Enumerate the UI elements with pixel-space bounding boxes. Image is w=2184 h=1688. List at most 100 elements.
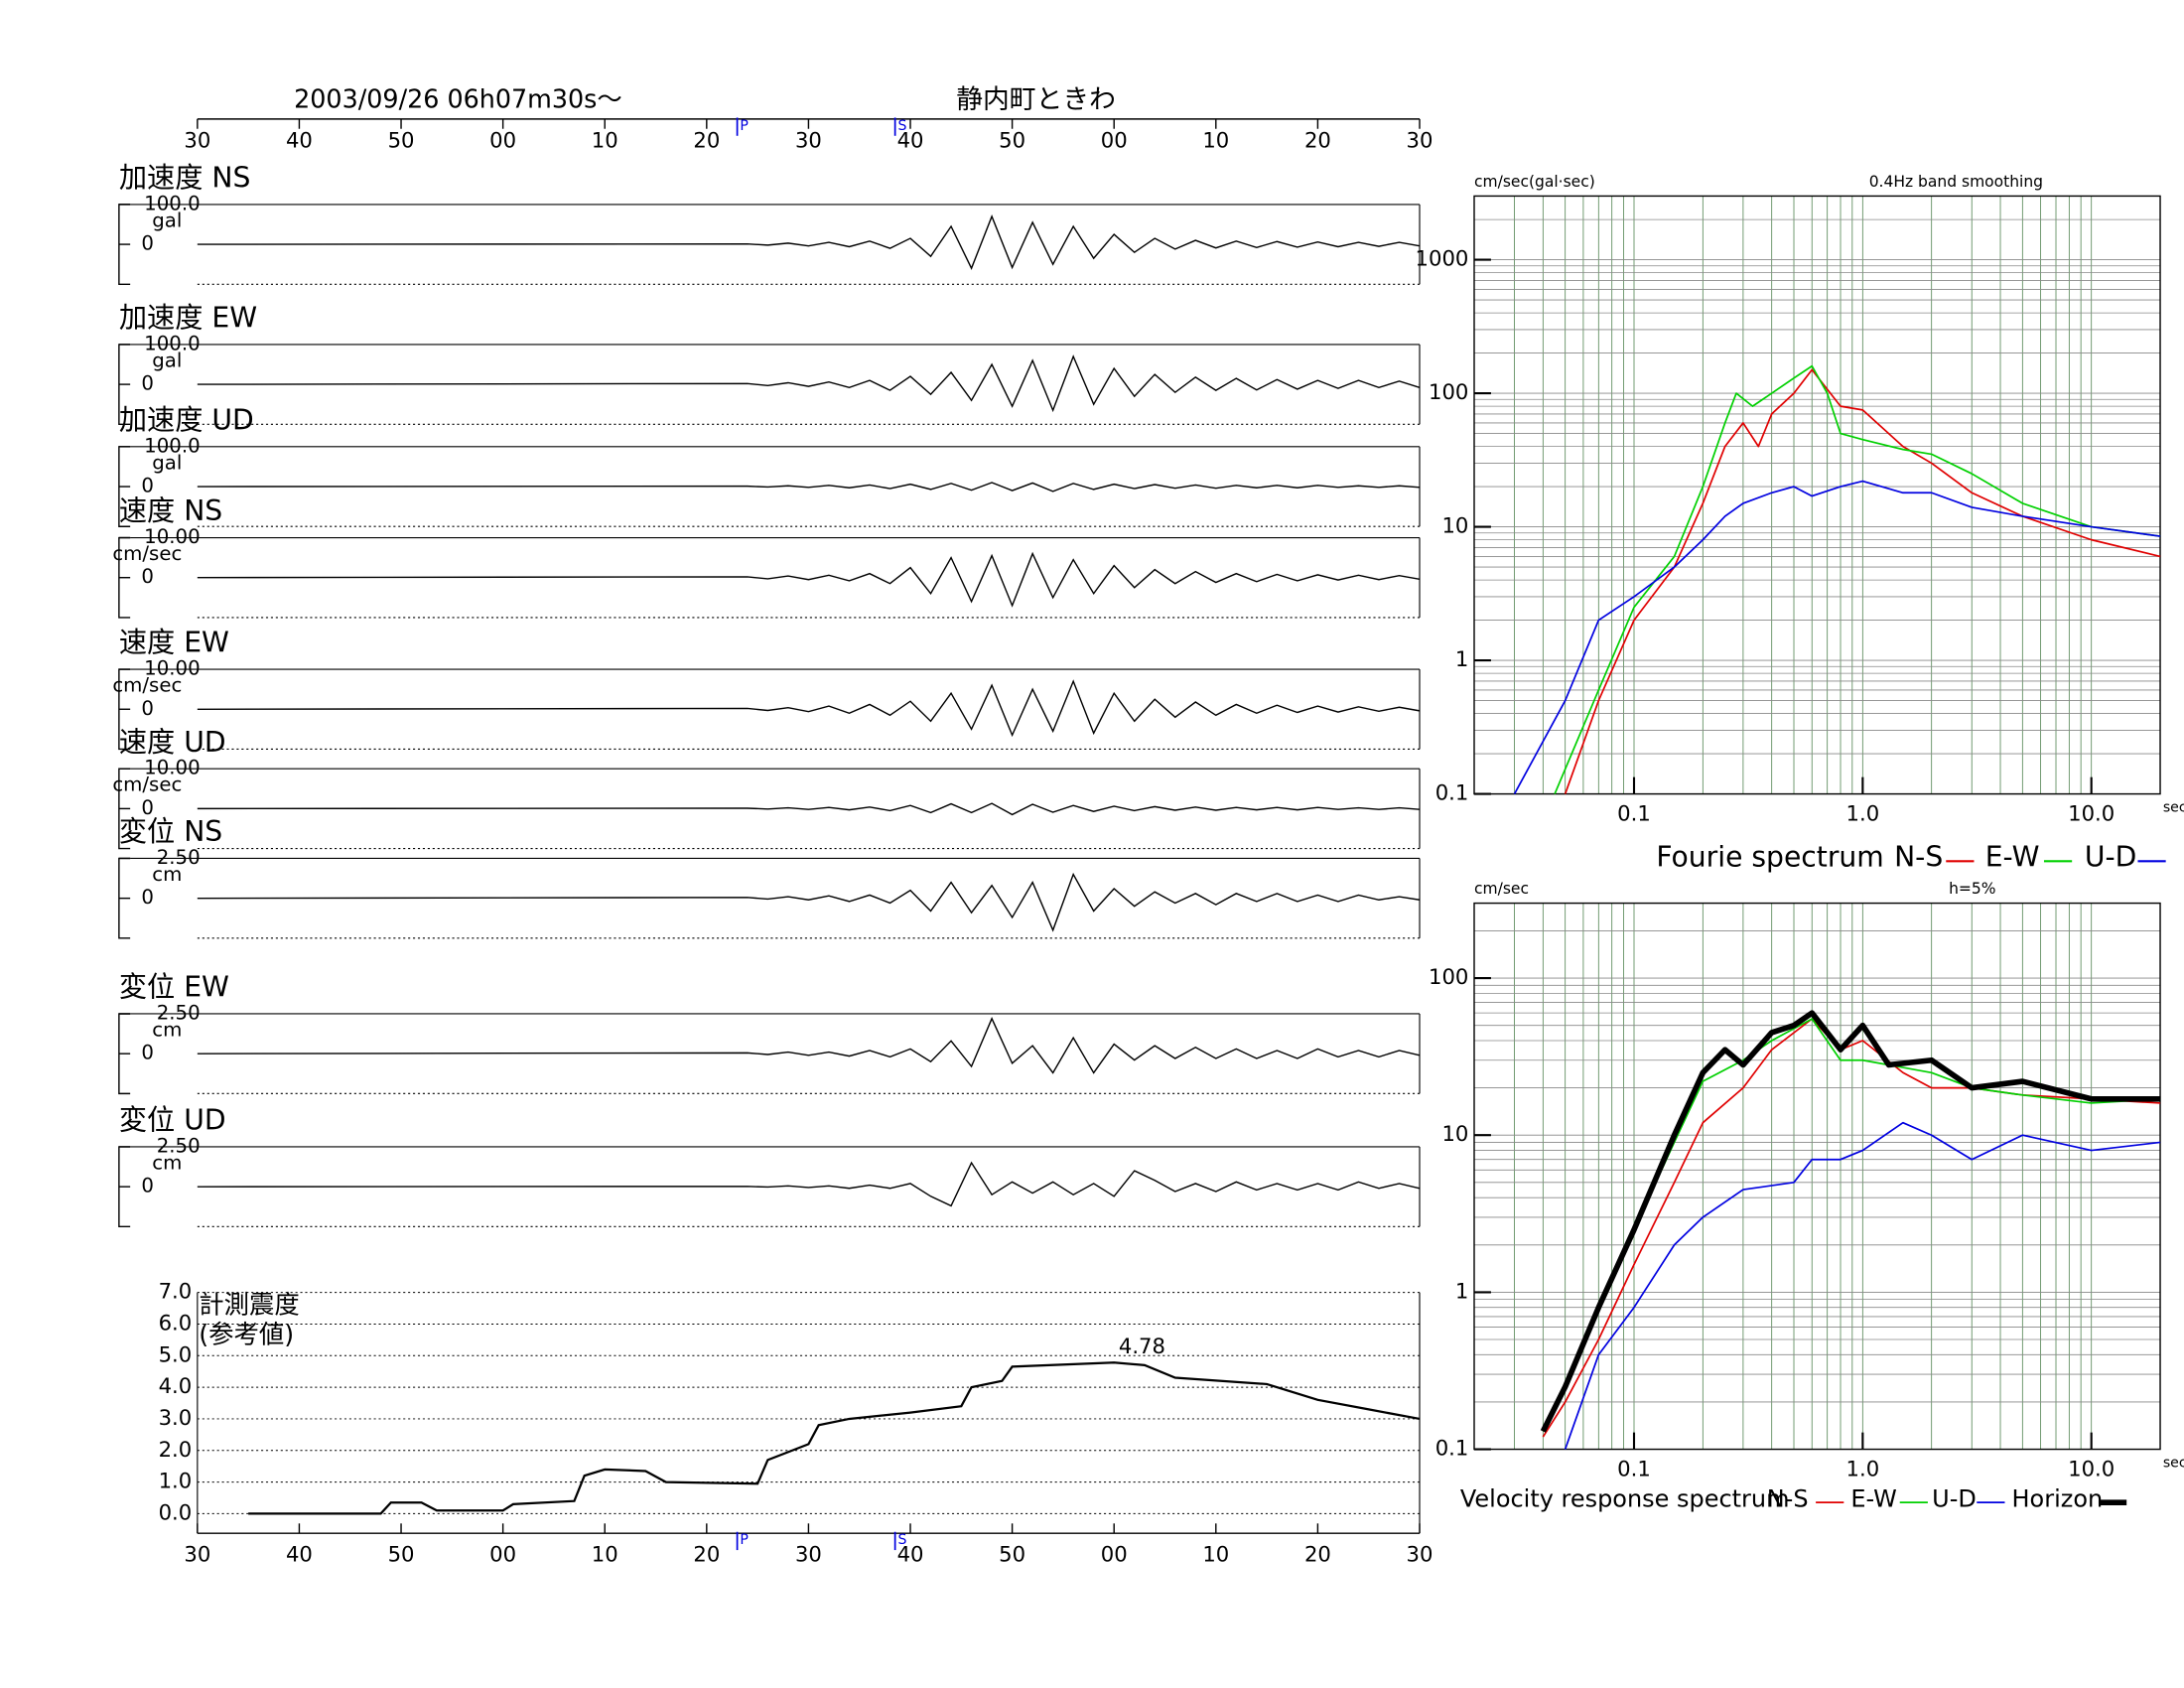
waveform [197, 872, 1421, 932]
y-tick-label: 1 [1455, 646, 1468, 671]
spectrum-line [1564, 1121, 2161, 1450]
panel-label: 加速度 EW [119, 302, 257, 335]
legend-label: Horizon [2012, 1484, 2104, 1512]
y-tick-label: 100.0 [144, 192, 201, 214]
chart-subtitle: (参考値) [199, 1319, 294, 1348]
time-tick-label: 00 [1101, 127, 1128, 152]
record-time: 2003/09/26 06h07m30s～ [294, 84, 622, 114]
legend-label: E-W [1985, 840, 2040, 873]
time-tick-label: 50 [999, 1542, 1025, 1567]
y-tick-label: 0.0 [159, 1499, 193, 1524]
time-tick-label: 30 [1407, 1542, 1433, 1567]
time-tick-label: 40 [286, 1542, 313, 1567]
unit-label: gal [152, 451, 182, 474]
phase-label: S [897, 118, 906, 134]
panel-label: 速度 NS [119, 494, 222, 527]
note: h=5% [1949, 880, 1995, 898]
legend-label: N-S [1894, 840, 1943, 873]
y-tick-label: 7.0 [159, 1279, 193, 1304]
y-tick-label: 0.1 [1435, 780, 1469, 805]
station-name: 静内町ときわ [956, 84, 1116, 115]
spectrum-line [1554, 364, 2161, 794]
panel-label: 加速度 UD [119, 403, 254, 436]
y-tick-label: 0 [141, 1042, 154, 1064]
legend-label: N-S [1767, 1484, 1809, 1512]
plot-frame [1473, 902, 2161, 1451]
time-tick-label: 30 [795, 1542, 822, 1567]
chart-title: 計測震度 [199, 1290, 300, 1320]
panel-label: 変位 UD [119, 1104, 226, 1137]
panel-label: 速度 UD [119, 726, 226, 759]
y-tick-label: 10 [1441, 513, 1468, 538]
y-tick-label: 0.1 [1435, 1436, 1469, 1461]
y-tick-label: 5.0 [159, 1341, 193, 1366]
time-tick-label: 30 [1407, 127, 1433, 152]
y-tick-label: 6.0 [159, 1310, 193, 1335]
x-axis-label: sec [2163, 1456, 2184, 1472]
time-tick-label: 20 [1304, 127, 1331, 152]
annotation: 4.78 [1119, 1334, 1165, 1358]
y-tick-label: 100 [1429, 379, 1468, 404]
panel-label: 加速度 NS [119, 162, 251, 195]
time-tick-label: 10 [1202, 1542, 1229, 1567]
unit-label: gal [152, 349, 182, 371]
time-tick-label: 30 [795, 127, 822, 152]
y-tick-label: 100 [1429, 964, 1468, 989]
panel-label: 変位 EW [119, 971, 229, 1004]
time-tick-label: 20 [693, 1542, 720, 1567]
x-tick-label: 10.0 [2068, 801, 2115, 826]
time-tick-label: 40 [897, 1542, 924, 1567]
y-tick-label: 0 [141, 372, 154, 395]
time-tick-label: 30 [184, 1542, 210, 1567]
legend-label: E-W [1850, 1484, 1897, 1512]
y-tick-label: 0 [141, 1175, 154, 1197]
y-tick-label: 2.50 [157, 1001, 201, 1024]
panel-label: 速度 EW [119, 627, 229, 659]
time-tick-label: 00 [489, 127, 516, 152]
waveform [197, 482, 1421, 492]
x-tick-label: 1.0 [1846, 1457, 1880, 1481]
y-tick-label: 3.0 [159, 1405, 193, 1430]
y-tick-label: 2.50 [157, 1134, 201, 1157]
time-tick-label: 00 [489, 1542, 516, 1567]
unit-label: cm/sec [112, 673, 182, 696]
phase-label: P [740, 1532, 749, 1548]
unit-label: gal [152, 209, 182, 231]
phase-label: P [740, 118, 749, 134]
time-tick-label: 50 [388, 1542, 415, 1567]
y-tick-label: 1000 [1416, 246, 1469, 271]
time-tick-label: 20 [1304, 1542, 1331, 1567]
unit-label: cm/sec [112, 542, 182, 565]
y-tick-label: 10 [1441, 1121, 1468, 1146]
time-tick-label: 20 [693, 127, 720, 152]
x-tick-label: 10.0 [2068, 1457, 2115, 1481]
unit-label: cm [152, 1018, 182, 1041]
time-tick-label: 10 [1202, 127, 1229, 152]
y-tick-label: 10.00 [144, 757, 201, 779]
y-tick-label: 0 [141, 475, 154, 497]
y-tick-label: 2.50 [157, 846, 201, 869]
time-tick-label: 40 [897, 127, 924, 152]
time-tick-label: 50 [999, 127, 1025, 152]
time-tick-label: 10 [592, 127, 618, 152]
spectrum-line [1540, 1010, 2161, 1433]
y-tick-label: 0 [141, 232, 154, 255]
x-axis-label: sec [2163, 800, 2184, 816]
time-tick-label: 40 [286, 127, 313, 152]
waveform [197, 214, 1421, 270]
unit-label: cm/sec [112, 774, 182, 796]
time-tick-label: 10 [592, 1542, 618, 1567]
y-tick-label: 10.00 [144, 657, 201, 680]
time-tick-label: 50 [388, 127, 415, 152]
x-tick-label: 1.0 [1846, 801, 1880, 826]
y-axis-label: cm/sec [1474, 880, 1529, 898]
y-tick-label: 0 [141, 565, 154, 588]
intensity-line [248, 1361, 1421, 1515]
legend-label: U-D [2085, 840, 2137, 873]
legend-label: U-D [1932, 1484, 1977, 1512]
waveform [197, 354, 1421, 413]
waveform [197, 1161, 1421, 1207]
